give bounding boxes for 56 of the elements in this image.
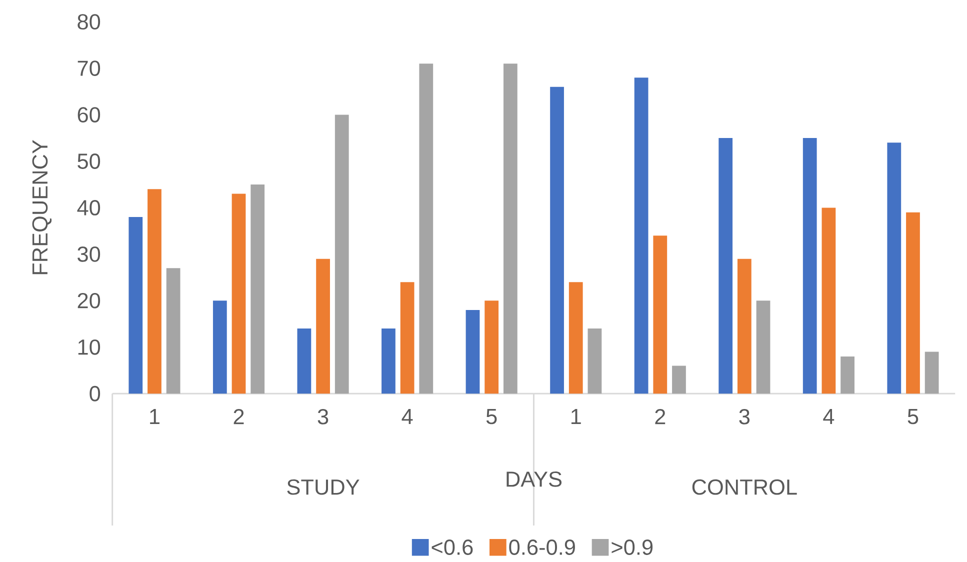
y-tick-label: 20	[78, 292, 100, 308]
bar	[634, 78, 648, 394]
bar	[653, 236, 668, 394]
bar	[148, 189, 162, 394]
y-tick-label: 10	[78, 339, 100, 355]
bar	[128, 216, 143, 394]
bar	[212, 300, 227, 394]
legend-label: <0.6	[432, 539, 473, 555]
x-tick-label: 4	[402, 408, 413, 424]
y-tick-label: 40	[77, 200, 100, 216]
bar	[166, 268, 180, 394]
bar	[466, 310, 480, 394]
bar	[316, 258, 330, 394]
bar	[906, 212, 920, 394]
y-tick-label: 30	[78, 246, 100, 262]
y-axis-title: FREQUENCY	[32, 140, 52, 274]
bar	[250, 184, 265, 394]
bar	[484, 300, 499, 394]
legend-label: 0.6-0.9	[509, 539, 575, 555]
text: STUDY	[287, 479, 360, 495]
bar	[400, 282, 414, 394]
x-tick-label: 3	[739, 408, 750, 424]
legend-label: >0.9	[612, 539, 653, 555]
bar	[802, 138, 817, 394]
x-axis-title: DAYS	[506, 471, 562, 487]
x-tick-label: 1	[150, 408, 160, 424]
bar	[334, 114, 349, 394]
y-tick-label: 70	[78, 60, 100, 76]
bar	[382, 328, 396, 394]
bar	[822, 208, 836, 394]
bar	[503, 64, 518, 394]
y-tick-label: 0	[90, 386, 100, 402]
x-tick-label: 2	[655, 408, 666, 424]
bar	[568, 282, 583, 394]
y-tick-label: 60	[78, 106, 100, 122]
bar	[419, 64, 434, 394]
bar	[718, 138, 733, 394]
x-tick-label: 5	[908, 408, 918, 424]
bar	[588, 328, 602, 394]
bar	[840, 356, 854, 394]
x-tick-label: 1	[571, 408, 581, 424]
bar	[672, 366, 686, 394]
x-tick-label: 3	[318, 408, 328, 424]
bar	[887, 142, 902, 394]
x-tick-label: 2	[234, 408, 244, 424]
y-tick-label: 80	[78, 14, 100, 30]
y-tick-label: 50	[78, 153, 100, 169]
bar	[297, 328, 312, 394]
x-tick-label: 5	[486, 408, 497, 424]
text: CONTROL	[692, 479, 797, 495]
bar	[550, 86, 564, 394]
bar	[737, 258, 752, 394]
x-tick-label: 4	[823, 408, 834, 424]
bar	[756, 300, 770, 394]
bar	[232, 194, 246, 394]
bar	[924, 352, 939, 394]
